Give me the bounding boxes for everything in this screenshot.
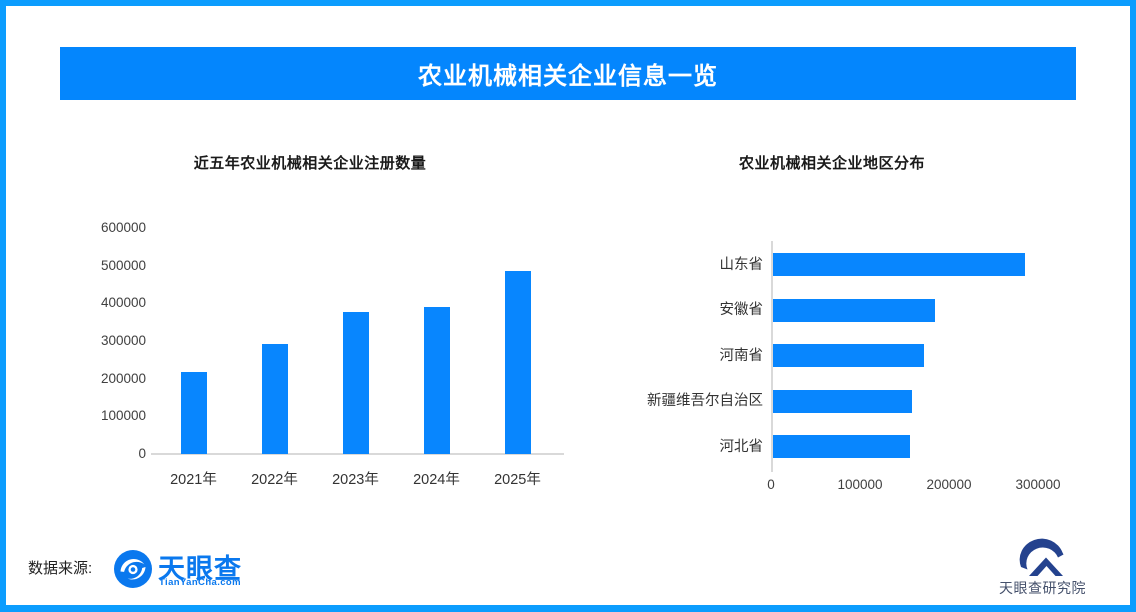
tianyancha-logo-text: 天眼查 xyxy=(158,554,242,584)
registration-chart-title: 近五年农业机械相关企业注册数量 xyxy=(193,155,427,172)
registration-bar xyxy=(504,271,531,454)
region-bar xyxy=(773,253,1025,276)
region-chart-title: 农业机械相关企业地区分布 xyxy=(738,155,925,172)
y-tick-label: 200000 xyxy=(100,370,146,386)
page-title: 农业机械相关企业信息一览 xyxy=(418,63,718,90)
x-category-label: 2021年 xyxy=(170,472,217,488)
x-category-label: 2025年 xyxy=(494,472,541,488)
y-tick-label: 300000 xyxy=(100,333,146,348)
x-tick-label: 200000 xyxy=(926,477,972,492)
registration-bar xyxy=(423,307,450,454)
region-bar xyxy=(773,344,924,367)
y-tick-label: 500000 xyxy=(100,257,146,273)
registration-bar xyxy=(180,372,207,454)
region-label: 河南省 xyxy=(719,347,764,364)
region-label: 河北省 xyxy=(719,438,764,455)
region-label: 山东省 xyxy=(719,256,764,273)
registration-bar xyxy=(342,312,369,454)
data-source-label: 数据来源: xyxy=(28,560,93,577)
page-title-banner: 农业机械相关企业信息一览 xyxy=(60,47,1076,100)
region-bar xyxy=(773,435,910,458)
y-tick-label: 600000 xyxy=(100,220,146,235)
y-tick-label: 0 xyxy=(138,446,146,461)
x-tick-label: 0 xyxy=(767,477,775,492)
research-institute-logo-text: 天眼查研究院 xyxy=(999,580,1086,596)
region-bar xyxy=(773,389,912,413)
region-chart-axis-line xyxy=(771,241,773,472)
x-tick-label: 100000 xyxy=(837,477,883,492)
x-axis-line xyxy=(151,453,564,455)
y-tick-label: 100000 xyxy=(100,408,146,424)
x-tick-label: 300000 xyxy=(1015,477,1061,492)
tianyancha-logo-domain: TianYanCha.com xyxy=(159,577,241,588)
x-category-label: 2022年 xyxy=(251,472,298,488)
region-bar xyxy=(773,298,935,322)
registration-bar xyxy=(261,344,288,454)
x-category-label: 2024年 xyxy=(413,472,460,488)
registration-chart-plot xyxy=(151,228,564,455)
region-label: 安徽省 xyxy=(719,302,764,318)
region-label: 新疆维吾尔自治区 xyxy=(647,393,763,409)
y-tick-label: 400000 xyxy=(100,295,146,311)
tianyancha-logo-icon xyxy=(114,550,152,593)
x-category-label: 2023年 xyxy=(332,472,379,488)
research-institute-logo-icon xyxy=(1019,538,1065,583)
